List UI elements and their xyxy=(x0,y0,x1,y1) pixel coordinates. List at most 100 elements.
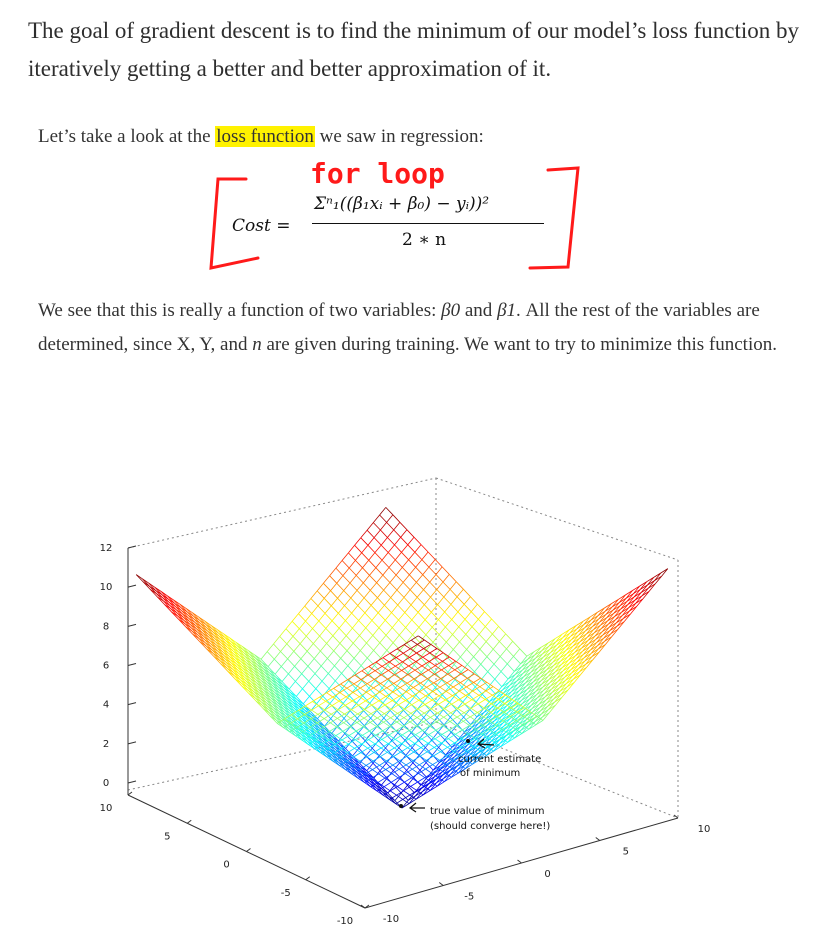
surface-mesh-line xyxy=(454,669,462,675)
surface-mesh-line xyxy=(299,635,307,644)
surface-mesh-line xyxy=(312,628,320,637)
surface-mesh-line xyxy=(443,712,452,718)
surface-mesh-line xyxy=(504,721,512,730)
z-tick-label: 10 xyxy=(100,582,113,593)
surface-mesh-line xyxy=(548,704,556,714)
surface-mesh-line xyxy=(330,722,337,728)
surface-mesh-line xyxy=(406,751,415,757)
surface-mesh-line xyxy=(403,717,411,723)
surface-mesh-line xyxy=(316,731,323,737)
surface-mesh-line xyxy=(439,757,447,763)
surface-mesh-line xyxy=(409,574,417,583)
surface-mesh-line xyxy=(576,650,583,660)
surface-mesh-line xyxy=(358,620,366,629)
surface-mesh-line xyxy=(360,650,368,659)
surface-mesh-line xyxy=(547,701,555,707)
surface-mesh-line xyxy=(431,626,440,635)
surface-mesh-line xyxy=(548,701,556,710)
surface-mesh-line xyxy=(580,640,589,646)
surface-mesh-line xyxy=(500,663,508,672)
surface-mesh-line xyxy=(376,582,384,591)
surface-mesh-line xyxy=(390,717,398,723)
surface-mesh-line xyxy=(384,708,392,714)
surface-mesh-line xyxy=(512,641,521,650)
surface-mesh-line xyxy=(267,658,275,667)
surface-mesh-line xyxy=(499,641,507,650)
surface-mesh-line xyxy=(370,605,379,614)
surface-mesh-line xyxy=(362,567,370,576)
surface-mesh-line xyxy=(385,747,393,756)
surface-mesh-line xyxy=(410,648,417,654)
surface-mesh-line xyxy=(447,742,455,748)
surface-mesh-line xyxy=(373,650,381,659)
surface-mesh-line xyxy=(510,703,519,709)
surface-mesh-line xyxy=(622,610,630,619)
surface-mesh-line xyxy=(417,777,426,783)
surface-mesh-line xyxy=(435,574,444,583)
surface-mesh-line xyxy=(458,768,466,774)
surface-mesh-line xyxy=(423,717,431,723)
surface-mesh-line xyxy=(447,673,455,679)
surface-mesh-line xyxy=(305,620,313,629)
surface-mesh-line xyxy=(326,752,335,758)
surface-mesh-line xyxy=(382,567,390,576)
surface-mesh-line xyxy=(356,717,365,723)
right-axis-tick-label: 5 xyxy=(623,847,629,858)
surface-mesh-line xyxy=(397,777,405,783)
surface-mesh-line xyxy=(583,619,592,625)
surface-mesh-line xyxy=(311,705,319,711)
surface-mesh-line xyxy=(328,739,336,745)
surface-mesh-line xyxy=(518,682,526,691)
surface-mesh-line xyxy=(493,746,501,752)
surface-mesh-line xyxy=(394,664,402,673)
surface-mesh-line xyxy=(470,703,479,709)
surface-mesh-line xyxy=(164,604,172,613)
surface-mesh-line xyxy=(400,529,408,538)
surface-mesh-line xyxy=(566,682,575,688)
surface-mesh-line xyxy=(513,726,521,735)
surface-mesh-line xyxy=(355,567,363,576)
surface-mesh-line xyxy=(370,709,379,715)
surface-mesh-line xyxy=(437,604,445,613)
surface-mesh-line xyxy=(428,669,435,675)
surface-mesh-line xyxy=(363,590,371,599)
surface-mesh-line xyxy=(409,717,418,723)
surface-mesh-line xyxy=(445,619,453,628)
surface-mesh-line xyxy=(376,790,384,796)
surface-mesh-line xyxy=(495,733,502,739)
surface-mesh-line xyxy=(450,769,458,775)
surface-mesh-line xyxy=(597,607,605,616)
surface-mesh-line xyxy=(350,597,359,606)
surface-mesh-line xyxy=(607,613,615,622)
surface-mesh-line xyxy=(336,575,344,584)
surface-mesh-line xyxy=(399,634,407,643)
surface-mesh-line xyxy=(341,665,349,674)
surface-mesh-line xyxy=(280,658,288,667)
surface-mesh-line xyxy=(308,680,317,689)
surface-mesh-line xyxy=(400,678,408,684)
surface-mesh-line xyxy=(474,679,482,688)
surface-mesh-line xyxy=(289,727,297,733)
surface-mesh-line xyxy=(487,720,495,729)
surface-mesh-line xyxy=(431,708,438,714)
surface-mesh-line xyxy=(410,732,419,741)
surface-mesh-line xyxy=(375,661,383,667)
surface-mesh-line xyxy=(581,640,589,649)
surface-mesh-line xyxy=(374,552,383,561)
surface-mesh-line xyxy=(408,661,417,667)
surface-mesh-line xyxy=(364,782,372,788)
var-n: n xyxy=(252,334,262,355)
surface-mesh-line xyxy=(392,634,400,643)
surface-mesh-line xyxy=(299,643,308,652)
surface-mesh-line xyxy=(355,575,364,584)
surface-mesh-line xyxy=(546,698,555,704)
current-estimate-point xyxy=(466,739,470,743)
surface-mesh-line xyxy=(485,686,494,692)
surface-mesh-line xyxy=(578,663,587,669)
surface-mesh-line xyxy=(495,729,503,735)
surface-mesh-line xyxy=(485,633,493,642)
surface-mesh-line xyxy=(526,684,535,690)
surface-mesh-line xyxy=(347,752,354,758)
surface-mesh-line xyxy=(501,733,509,739)
surface-mesh-line xyxy=(311,605,319,614)
